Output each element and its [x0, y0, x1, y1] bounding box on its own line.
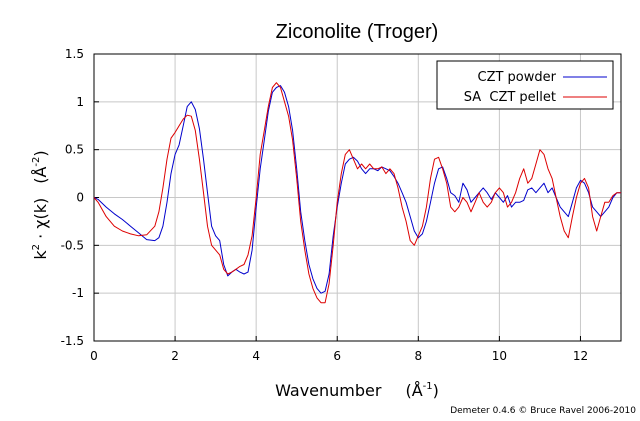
- y-axis-label: k2 · χ(k)(Å-2): [31, 150, 50, 259]
- x-axis-label-unit: Å: [412, 381, 423, 400]
- y-axis-label-chi: · χ(k): [31, 198, 50, 244]
- y-tick-label: 1.5: [65, 47, 84, 61]
- y-tick-label: 0.5: [65, 143, 84, 157]
- x-axis-label: Wavenumber (Å-1): [275, 381, 439, 400]
- x-tick-label: 4: [252, 349, 260, 363]
- legend-box: [436, 60, 614, 110]
- y-tick-label: -1.5: [61, 334, 84, 348]
- x-tick-label: 12: [573, 349, 588, 363]
- y-tick-label: 0: [76, 191, 84, 205]
- legend-label-pellet: SA CZT pellet: [464, 90, 556, 105]
- x-axis-label-unit-sup: -1: [423, 381, 433, 392]
- y-axis-label-k: k: [31, 250, 50, 260]
- series-line-czt-powder: [93, 85, 621, 294]
- y-axis-label-unit: Å: [31, 167, 50, 178]
- y-tick-label: -1: [72, 286, 84, 300]
- y-tick-label: 1: [76, 95, 84, 109]
- x-tick-label: 6: [333, 349, 341, 363]
- x-axis-label-text: Wavenumber: [275, 381, 382, 400]
- y-axis-label-unit-sup: -2: [31, 157, 42, 167]
- x-tick-label: 2: [171, 349, 179, 363]
- legend: CZT powder SA CZT pellet: [436, 60, 614, 110]
- legend-label-powder: CZT powder: [478, 70, 557, 85]
- y-tick-label: -0.5: [61, 238, 84, 252]
- y-axis-label-k-sup: 2: [31, 244, 42, 250]
- x-tick-label: 8: [414, 349, 422, 363]
- axis-ticks: 0 2 4 6 8 10 12 -1.5 -1 -0.5 0 0.5 1 1.5: [61, 47, 589, 363]
- credit-text: Demeter 0.4.6 © Bruce Ravel 2006-2010: [450, 406, 636, 416]
- x-tick-label: 10: [492, 349, 507, 363]
- chart-title: Ziconolite (Troger): [276, 21, 439, 43]
- x-tick-label: 0: [90, 349, 98, 363]
- series-lines: [93, 82, 621, 304]
- series-line-sa-czt-pellet: [93, 82, 621, 304]
